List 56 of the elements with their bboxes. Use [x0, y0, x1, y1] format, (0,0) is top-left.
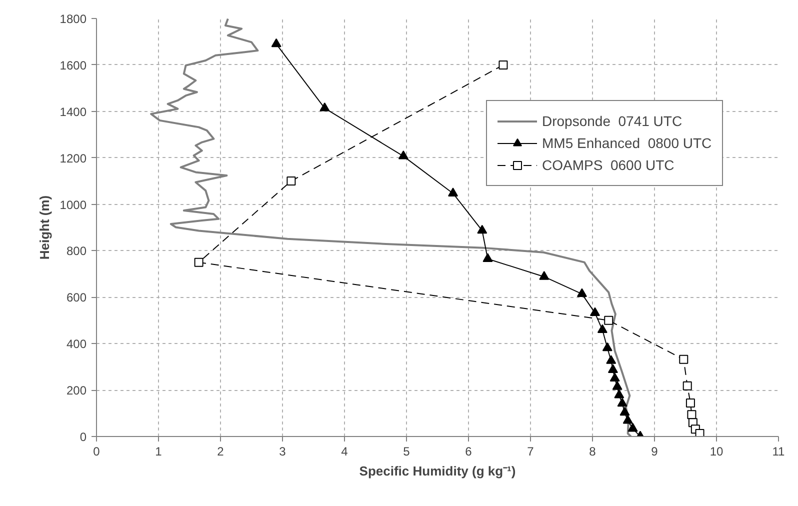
y-tick-label: 600 [66, 290, 87, 305]
point [687, 410, 696, 420]
point [612, 381, 622, 390]
x-tick-label: 10 [710, 444, 724, 458]
x-tick-label: 3 [279, 444, 286, 458]
point [695, 428, 704, 436]
x-axis-title: Specific Humidity (g kg⁻¹) [359, 464, 516, 478]
x-tick-label: 1 [155, 444, 162, 458]
y-tick-label: 400 [66, 337, 87, 352]
point [604, 316, 614, 325]
point [614, 389, 624, 398]
x-tick-label: 8 [589, 444, 596, 458]
x-tick-label: 7 [527, 444, 534, 458]
point [286, 176, 296, 186]
legend-label: Dropsonde 0741 UTC [542, 113, 682, 129]
point [628, 422, 638, 432]
point [620, 406, 630, 416]
point [194, 258, 204, 267]
point [271, 38, 282, 48]
x-tick-label: 5 [403, 444, 410, 458]
point [679, 354, 688, 364]
point [610, 372, 620, 382]
point [320, 102, 330, 112]
y-tick-label: 1600 [60, 58, 87, 72]
x-tick-label: 0 [93, 444, 100, 458]
y-tick-label: 200 [66, 384, 87, 398]
point [602, 342, 612, 352]
x-tick-label: 2 [217, 444, 224, 458]
point [448, 188, 458, 196]
y-tick-label: 1200 [60, 151, 87, 166]
point [498, 60, 508, 70]
legend-label: MM5 Enhanced 0800 UTC [542, 135, 712, 151]
point [482, 253, 493, 262]
point [682, 381, 692, 390]
x-tick-label: 11 [772, 444, 786, 458]
point [398, 150, 408, 160]
point [590, 307, 600, 316]
point [539, 271, 550, 280]
point [597, 324, 608, 334]
point [622, 415, 633, 424]
x-tick-label: 4 [341, 444, 348, 458]
y-tick-label: 800 [66, 244, 87, 258]
point [576, 288, 587, 298]
y-axis-title: Height (m) [36, 195, 52, 260]
legend-label: COAMPS 0600 UTC [542, 157, 674, 173]
point [608, 364, 618, 373]
point [686, 398, 695, 408]
y-tick-label: 1800 [60, 12, 87, 26]
y-tick-label: 1400 [60, 104, 87, 119]
point [617, 398, 628, 407]
y-tick-label: 0 [80, 430, 87, 444]
x-tick-label: 6 [465, 444, 472, 458]
x-tick-label: 9 [651, 444, 658, 458]
point [606, 355, 616, 364]
point [477, 224, 488, 234]
y-tick-label: 1000 [60, 198, 87, 212]
